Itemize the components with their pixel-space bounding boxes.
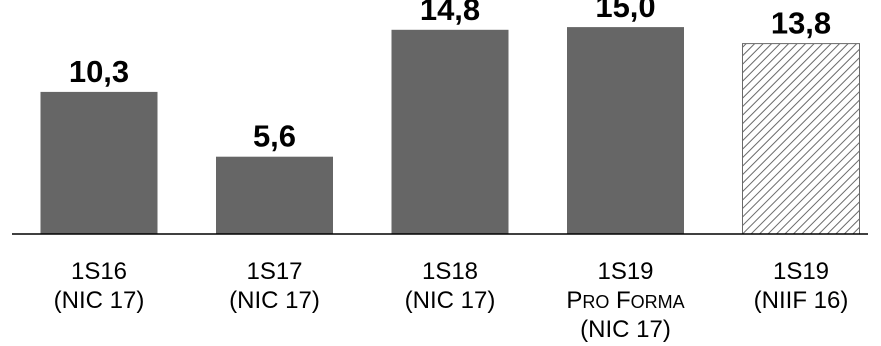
bar-0 xyxy=(40,91,158,235)
bar-1 xyxy=(216,156,333,234)
category-label-2-line-0: 1S18 xyxy=(422,258,478,285)
category-labels-layer: 1S16(NIC 17)1S17(NIC 17)1S18(NIC 17)1S19… xyxy=(54,258,849,343)
category-label-3-line-1: PRO FORMA xyxy=(566,287,684,314)
value-labels-layer: 10,3 5,6 14,8 15,0 13,8 xyxy=(69,0,831,154)
category-label-1-line-0: 1S17 xyxy=(246,258,302,285)
category-label-2-line-1: (NIC 17) xyxy=(405,287,496,314)
value-label-2: 14,8 xyxy=(420,0,480,27)
category-label-0-line-0: 1S16 xyxy=(71,258,127,285)
value-label-0: 10,3 xyxy=(69,54,129,89)
bars-layer xyxy=(40,27,860,235)
category-label-3-line-0: 1S19 xyxy=(597,258,653,285)
value-label-4: 13,8 xyxy=(771,6,831,41)
bar-3 xyxy=(567,27,684,234)
category-label-4-line-0: 1S19 xyxy=(773,258,829,285)
category-label-4-line-1: (NIIF 16) xyxy=(754,287,849,314)
bar-4 xyxy=(742,43,860,235)
category-label-1-line-1: (NIC 17) xyxy=(229,287,320,314)
value-label-1: 5,6 xyxy=(253,119,296,154)
value-label-3: 15,0 xyxy=(595,0,655,24)
category-label-0-line-1: (NIC 17) xyxy=(54,287,145,314)
bar-2 xyxy=(391,29,509,234)
category-label-3-line-2: (NIC 17) xyxy=(580,316,671,343)
